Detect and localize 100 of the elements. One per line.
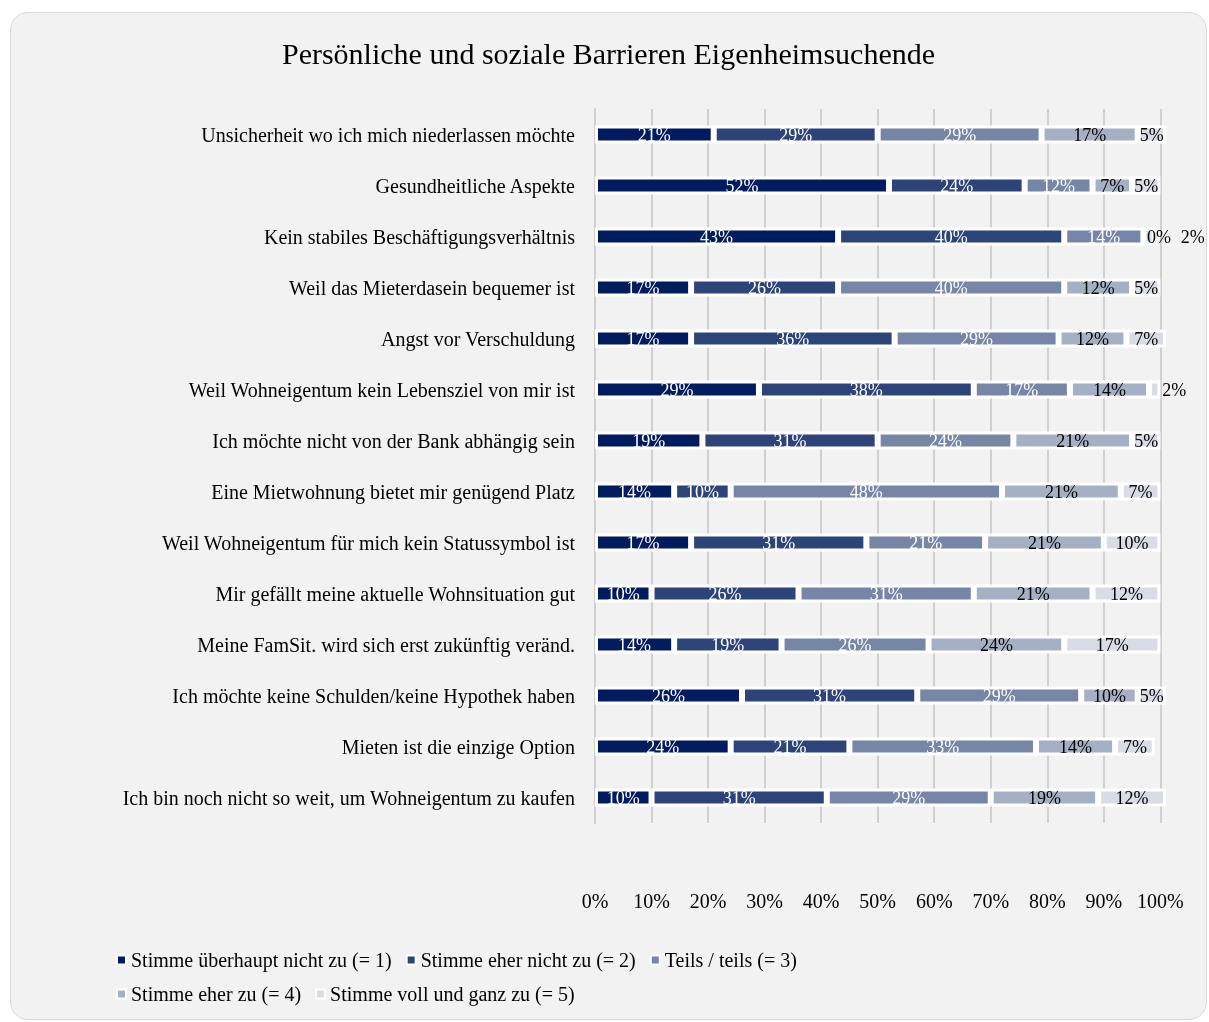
data-label: 5% [1134, 277, 1159, 298]
data-label: 29% [960, 328, 994, 349]
y-tick-label: Mieten ist die einzige Option [341, 735, 575, 759]
data-label: 31% [762, 532, 796, 553]
x-tick-label: 50% [859, 890, 897, 912]
data-label: 7% [1122, 736, 1147, 757]
data-label: 21% [637, 124, 671, 145]
data-label: 21% [1016, 583, 1050, 604]
data-label: 26% [651, 685, 685, 706]
y-tick-label: Mir gefällt meine aktuelle Wohnsituation gut [215, 582, 576, 606]
y-tick-label: Meine FamSit. wird sich erst zukünftig veränd. [197, 633, 575, 657]
data-label: 10% [606, 583, 640, 604]
y-tick-label: Ich möchte keine Schulden/keine Hypothek haben [172, 684, 575, 708]
data-label: 5% [1139, 685, 1164, 706]
chart-title: Persönliche und soziale Barrieren Eigenheimsuchende [281, 36, 936, 70]
data-label: 26% [838, 634, 872, 655]
y-tick-label: Weil das Mieterdasein bequemer ist [288, 276, 576, 300]
legend-label: Stimme voll und ganz zu (= 5) [330, 983, 575, 1006]
data-label: 21% [1056, 430, 1090, 451]
legend-label: Stimme eher zu (= 4) [131, 983, 302, 1006]
data-label: 10% [1115, 532, 1149, 553]
data-label: 14% [1059, 736, 1093, 757]
data-label: 24% [940, 175, 974, 196]
data-label: 31% [773, 430, 807, 451]
legend-label: Stimme eher nicht zu (= 2) [420, 949, 636, 972]
data-label: 29% [943, 124, 977, 145]
x-tick-label: 90% [1085, 890, 1123, 912]
data-label: 33% [926, 736, 960, 757]
legend-label: Teils / teils (= 3) [664, 949, 797, 972]
data-label: 12% [1042, 175, 1076, 196]
y-tick-label: Kein stabiles Beschäftigungsverhältnis [263, 225, 576, 249]
data-label: 21% [909, 532, 943, 553]
data-label: 17% [1095, 634, 1129, 655]
y-tick-label: Ich bin noch nicht so weit, um Wohneigentum zu kaufen [122, 786, 575, 810]
data-label: 19% [632, 430, 666, 451]
y-tick-label: Angst vor Verschuldung [380, 327, 575, 351]
data-label: 29% [982, 685, 1016, 706]
data-label: 29% [892, 787, 926, 808]
data-label: 7% [1128, 481, 1153, 502]
y-tick-label: Weil Wohneigentum kein Lebensziel von mir ist [188, 378, 576, 402]
data-label: 31% [869, 583, 903, 604]
data-label: 14% [1087, 226, 1121, 247]
data-label: 38% [849, 379, 883, 400]
data-label: 12% [1109, 583, 1143, 604]
data-label: 10% [1092, 685, 1126, 706]
data-label: 19% [711, 634, 745, 655]
data-label: 19% [1027, 787, 1061, 808]
data-label: 14% [1092, 379, 1126, 400]
data-label: 17% [626, 532, 660, 553]
data-label: 10% [685, 481, 719, 502]
data-label: 12% [1115, 787, 1149, 808]
x-tick-label: 100% [1137, 890, 1184, 912]
data-label: 10% [606, 787, 640, 808]
data-label: 31% [813, 685, 847, 706]
data-label: 14% [618, 481, 652, 502]
x-tick-label: 20% [689, 890, 727, 912]
data-label: 5% [1134, 430, 1159, 451]
y-tick-label: Unsicherheit wo ich mich niederlassen möchte [201, 123, 576, 146]
y-tick-label: Eine Mietwohnung bietet mir genügend Platz [211, 480, 576, 504]
data-label: 36% [776, 328, 810, 349]
data-label: 17% [1073, 124, 1107, 145]
data-label: 26% [748, 277, 782, 298]
data-label: 24% [979, 634, 1013, 655]
data-label: 17% [626, 328, 660, 349]
data-label: 2% [1180, 226, 1205, 247]
data-label: 5% [1134, 175, 1159, 196]
data-label: 7% [1100, 175, 1125, 196]
data-label: 21% [1027, 532, 1061, 553]
y-tick-label: Ich möchte nicht von der Bank abhängig sein [212, 429, 575, 453]
x-tick-label: 0% [581, 890, 609, 912]
data-label: 24% [929, 430, 963, 451]
legend-label: Stimme überhaupt nicht zu (= 1) [131, 949, 392, 972]
data-label: 5% [1139, 124, 1164, 145]
x-tick-label: 60% [915, 890, 953, 912]
y-tick-label: Weil Wohneigentum für mich kein Statussymbol ist [161, 531, 576, 555]
data-label: 40% [934, 277, 968, 298]
x-tick-label: 80% [1028, 890, 1066, 912]
x-tick-label: 10% [633, 890, 670, 912]
x-tick-label: 30% [746, 890, 783, 912]
data-label: 12% [1081, 277, 1115, 298]
data-label: 29% [660, 379, 694, 400]
data-label: 48% [849, 481, 883, 502]
data-label: 14% [618, 634, 652, 655]
data-label: 7% [1134, 328, 1159, 349]
data-label: 40% [934, 226, 968, 247]
data-label: 24% [646, 736, 680, 757]
data-label: 52% [725, 175, 759, 196]
x-tick-label: 70% [972, 890, 1010, 912]
data-label: 2% [1162, 379, 1187, 400]
data-label: 17% [1005, 379, 1039, 400]
y-tick-label: Gesundheitliche Aspekte [375, 174, 576, 198]
data-label: 21% [1044, 481, 1078, 502]
data-label: 12% [1076, 328, 1110, 349]
data-label: 43% [700, 226, 734, 247]
data-label: 0% [1146, 226, 1171, 247]
x-tick-label: 40% [802, 890, 840, 912]
data-label: 29% [779, 124, 813, 145]
data-label: 17% [626, 277, 660, 298]
data-label: 26% [708, 583, 742, 604]
data-label: 31% [722, 787, 756, 808]
